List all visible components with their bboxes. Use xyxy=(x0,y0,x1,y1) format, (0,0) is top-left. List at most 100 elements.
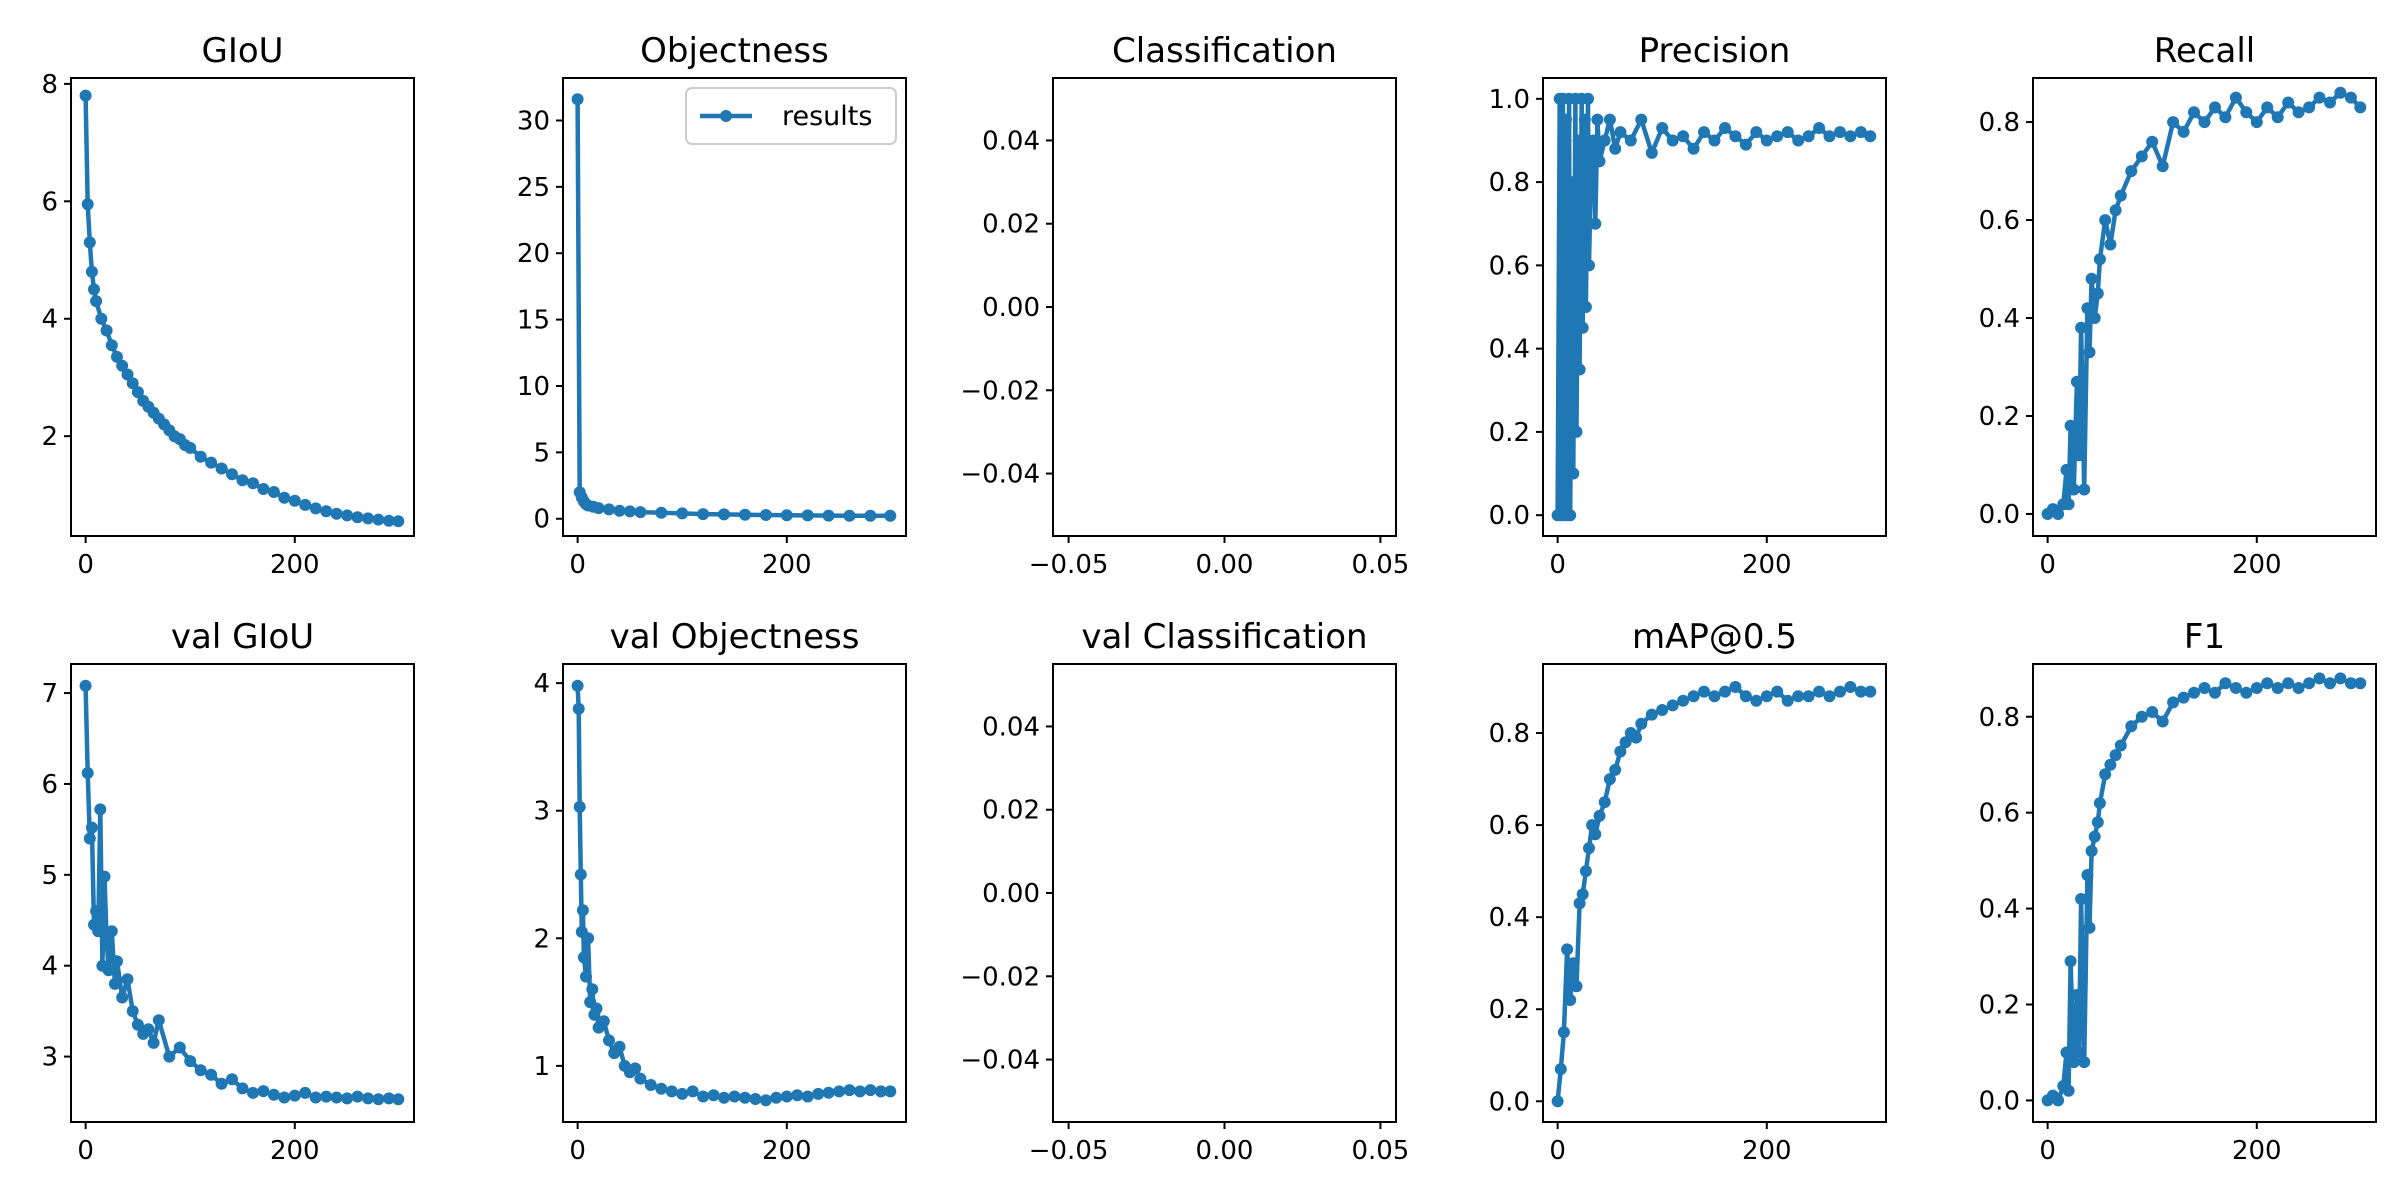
data-point xyxy=(257,483,270,495)
data-point xyxy=(1572,134,1585,147)
data-point xyxy=(2114,189,2127,202)
data-point xyxy=(1557,1026,1570,1039)
data-point xyxy=(2135,710,2148,723)
data-point xyxy=(655,1082,668,1095)
data-point xyxy=(822,509,835,522)
data-point xyxy=(362,1092,374,1105)
data-point xyxy=(2219,111,2232,124)
data-point xyxy=(2282,96,2295,109)
data-point xyxy=(1864,130,1877,143)
data-point xyxy=(1573,363,1586,376)
data-point xyxy=(2064,955,2077,968)
data-point xyxy=(2062,1084,2075,1097)
data-point xyxy=(372,1093,385,1106)
data-point xyxy=(1687,142,1700,155)
data-point xyxy=(2125,165,2138,178)
data-point xyxy=(739,508,751,521)
x-tick-label: 200 xyxy=(270,550,320,580)
data-point xyxy=(111,350,123,363)
data-point xyxy=(2188,106,2200,119)
data-point xyxy=(2067,1056,2080,1069)
data-point xyxy=(351,1090,364,1103)
axes-frame xyxy=(1542,77,1887,537)
x-tick-label: 0 xyxy=(77,550,94,580)
x-tick-label: 0 xyxy=(569,550,586,580)
data-point xyxy=(278,491,291,504)
data-point xyxy=(205,1068,218,1081)
data-point xyxy=(592,502,605,515)
x-tick-label: 200 xyxy=(1742,1136,1792,1166)
data-point xyxy=(392,515,405,528)
data-point xyxy=(1635,113,1648,126)
data-point xyxy=(770,1091,783,1104)
data-point xyxy=(1573,897,1586,910)
data-point xyxy=(1582,92,1594,105)
data-point xyxy=(1570,980,1583,993)
data-point xyxy=(2104,758,2117,771)
data-point xyxy=(843,509,856,522)
data-point xyxy=(2104,238,2117,251)
y-tick-label: 5 xyxy=(533,438,550,468)
data-point xyxy=(2261,677,2274,690)
y-tick-label: 4 xyxy=(41,952,58,982)
data-point xyxy=(629,1062,642,1075)
subplot-6: val GIoU 0 200 3 4 5 6 7 xyxy=(41,617,415,1166)
x-tick-label: 0 xyxy=(1549,1136,1566,1166)
data-point xyxy=(2078,483,2091,496)
data-point xyxy=(2093,797,2106,810)
data-point xyxy=(257,1085,270,1098)
data-point xyxy=(226,468,238,481)
data-point xyxy=(2229,682,2242,694)
data-point xyxy=(247,477,259,490)
x-tick-label: 0.00 xyxy=(1196,550,1254,580)
x-tick-label: −0.05 xyxy=(1029,550,1109,580)
data-point xyxy=(108,977,121,990)
data-point xyxy=(94,803,107,816)
data-point xyxy=(351,511,364,524)
data-point xyxy=(2334,86,2347,99)
y-tick-label: 4 xyxy=(533,669,550,699)
data-point xyxy=(152,1014,165,1027)
data-point xyxy=(2052,1094,2065,1107)
axes-frame xyxy=(70,663,415,1123)
data-point xyxy=(2324,96,2336,109)
data-point xyxy=(1579,301,1592,313)
y-tick-label: 0.0 xyxy=(1979,500,2020,530)
data-point xyxy=(2091,816,2104,829)
series-results xyxy=(2041,672,2367,1107)
data-point xyxy=(759,1094,772,1107)
data-point xyxy=(1771,685,1784,698)
data-point xyxy=(2052,508,2065,520)
axes-frame xyxy=(1052,77,1397,537)
x-tick-label: 0 xyxy=(1549,550,1566,580)
data-point xyxy=(142,1023,155,1036)
subplot-title: val Objectness xyxy=(610,617,860,657)
data-point xyxy=(613,504,626,517)
data-point xyxy=(1854,126,1867,139)
series-results xyxy=(1551,92,1877,522)
series-line xyxy=(2045,90,2363,517)
data-point xyxy=(215,462,228,475)
data-point xyxy=(1729,681,1742,693)
data-point xyxy=(1802,130,1815,143)
data-point xyxy=(1587,134,1600,147)
y-tick-label: 4 xyxy=(41,305,58,335)
data-point xyxy=(81,767,94,779)
data-point xyxy=(247,1086,259,1099)
y-tick-label: 0.2 xyxy=(1979,991,2020,1021)
data-point xyxy=(1813,122,1826,134)
data-point xyxy=(2075,893,2088,905)
x-tick-label: 0.05 xyxy=(1351,1136,1409,1166)
data-point xyxy=(2282,677,2295,690)
data-point xyxy=(278,1091,291,1104)
y-tick-label: 20 xyxy=(517,239,550,269)
subplot-10: F1 0 200 0.0 0.2 0.4 0.6 0.8 xyxy=(1979,617,2377,1166)
y-tick-label: 15 xyxy=(517,306,550,336)
y-tick-label: 0.4 xyxy=(1489,903,1530,933)
data-point xyxy=(1554,1063,1567,1076)
data-point xyxy=(100,324,113,337)
data-point xyxy=(194,1064,207,1077)
y-tick-label: 0.4 xyxy=(1979,895,2020,925)
data-point xyxy=(1609,763,1622,776)
